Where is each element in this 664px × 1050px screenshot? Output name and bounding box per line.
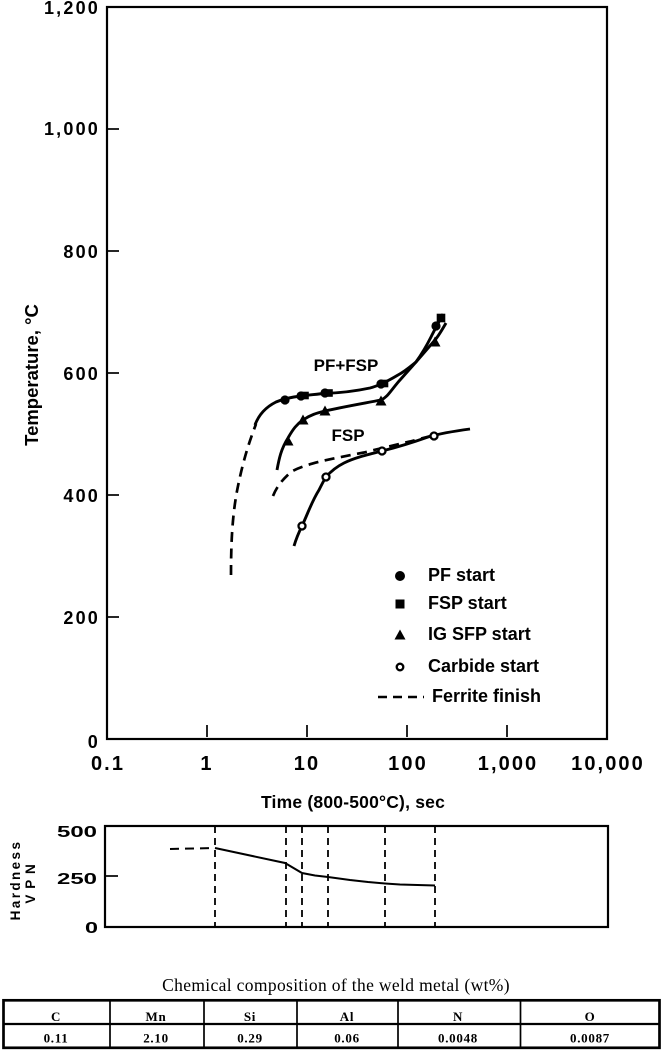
svg-text:1,000: 1,000 [44, 119, 100, 139]
svg-text:100: 100 [388, 753, 428, 775]
svg-text:Carbide start: Carbide start [428, 656, 539, 676]
svg-text:0.29: 0.29 [237, 1031, 263, 1046]
svg-text:Time (800-500°C), sec: Time (800-500°C), sec [261, 792, 445, 812]
svg-text:2.10: 2.10 [143, 1031, 169, 1046]
svg-text:FSP start: FSP start [428, 593, 507, 613]
svg-text:Temperature, °C: Temperature, °C [21, 304, 42, 446]
svg-text:10: 10 [294, 753, 320, 775]
svg-text:Chemical composition of the we: Chemical composition of the weld metal (… [162, 975, 510, 995]
svg-text:1: 1 [200, 753, 213, 775]
svg-text:800: 800 [63, 242, 100, 262]
svg-text:FSP: FSP [331, 426, 364, 445]
svg-text:10,000: 10,000 [571, 753, 645, 775]
svg-text:0.1: 0.1 [91, 753, 125, 775]
svg-text:Ferrite finish: Ferrite finish [432, 686, 541, 706]
svg-text:0.06: 0.06 [334, 1031, 360, 1046]
svg-text:250: 250 [57, 871, 97, 888]
svg-text:600: 600 [63, 364, 100, 384]
svg-text:500: 500 [57, 824, 97, 841]
svg-text:N: N [453, 1009, 463, 1024]
svg-text:PF start: PF start [428, 565, 495, 585]
svg-text:O: O [585, 1009, 596, 1024]
svg-text:0: 0 [85, 920, 98, 937]
svg-text:Si: Si [244, 1009, 256, 1024]
svg-text:Hardness: Hardness [8, 840, 23, 921]
svg-text:0: 0 [88, 732, 100, 752]
svg-text:200: 200 [63, 608, 100, 628]
svg-text:PF+FSP: PF+FSP [314, 356, 379, 375]
svg-text:C: C [51, 1009, 61, 1024]
svg-text:IG SFP start: IG SFP start [428, 624, 531, 644]
svg-text:0.11: 0.11 [44, 1031, 69, 1046]
svg-text:0.0048: 0.0048 [438, 1031, 478, 1046]
svg-text:1,000: 1,000 [478, 753, 539, 775]
svg-text:VPN: VPN [23, 858, 38, 903]
svg-text:1,200: 1,200 [44, 0, 100, 18]
svg-text:Al: Al [340, 1009, 354, 1024]
svg-text:0.0087: 0.0087 [570, 1031, 610, 1046]
svg-text:Mn: Mn [146, 1009, 167, 1024]
svg-text:400: 400 [63, 486, 100, 506]
